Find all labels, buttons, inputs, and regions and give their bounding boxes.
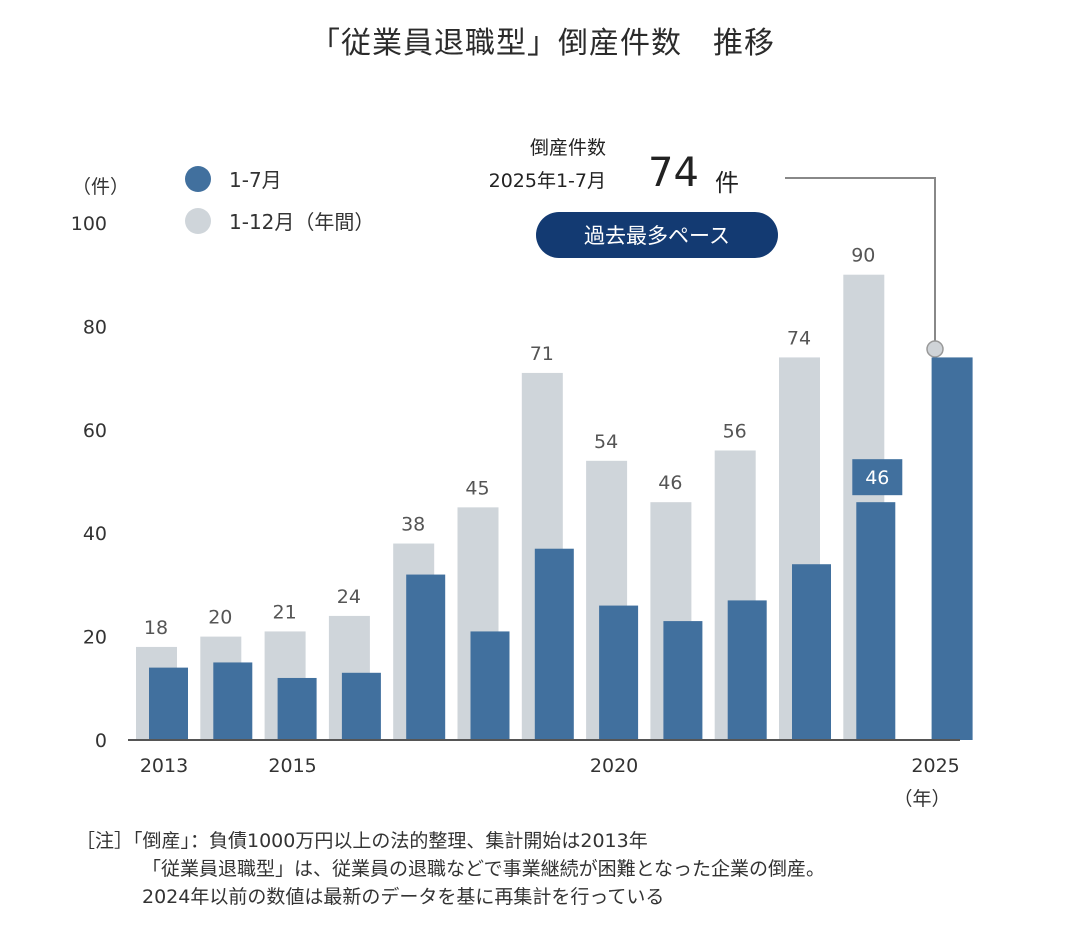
bar-annual-2024 bbox=[843, 274, 885, 740]
note-line-1: ［注］「倒産」：負債1000万円以上の法的整理、集計開始は2013年 bbox=[76, 830, 648, 852]
data-label-annual: 20 bbox=[208, 607, 232, 629]
data-label-annual: 56 bbox=[723, 420, 747, 442]
bar-annual-2019 bbox=[521, 372, 563, 740]
bar-annual-2013 bbox=[136, 646, 177, 740]
x-tick-label: 2015 bbox=[268, 755, 316, 777]
data-label-annual: 90 bbox=[851, 245, 875, 267]
data-label-annual: 46 bbox=[658, 472, 682, 494]
bar-jan-jul-2024 bbox=[856, 502, 896, 740]
bar-jan-jul-2023 bbox=[792, 564, 831, 740]
bar-annual-2014 bbox=[200, 636, 242, 740]
x-axis-unit: （年） bbox=[893, 788, 950, 810]
bar-jan-jul-2016 bbox=[341, 672, 381, 740]
bar-jan-jul-2022 bbox=[727, 600, 767, 740]
y-tick-label: 100 bbox=[71, 213, 107, 235]
bar-annual-2018 bbox=[457, 507, 499, 740]
callout-label-line2: 2025年1-7月 bbox=[488, 170, 606, 192]
bar-jan-jul-2021 bbox=[663, 621, 703, 740]
data-label-annual: 18 bbox=[144, 617, 168, 639]
data-label-annual: 74 bbox=[787, 327, 811, 349]
callout-unit: 件 bbox=[715, 169, 739, 197]
legend-item-annual: 1-12月（年間） bbox=[185, 206, 374, 235]
legend-label: 1-12月（年間） bbox=[229, 210, 375, 234]
x-tick-label: 2013 bbox=[140, 755, 188, 777]
data-label-annual: 54 bbox=[594, 431, 618, 453]
bar-jan-jul-2018 bbox=[470, 631, 510, 740]
bar-annual-2020 bbox=[586, 460, 628, 740]
bar-jan-jul-2020 bbox=[599, 605, 639, 740]
bar-annual-2016 bbox=[328, 615, 370, 740]
bar-jan-jul-2014 bbox=[213, 662, 253, 740]
legend-label: 1-7月 bbox=[229, 168, 282, 192]
highlight-label-box bbox=[852, 459, 903, 496]
bar-annual-2015 bbox=[264, 631, 306, 740]
y-tick-label: 40 bbox=[83, 523, 107, 545]
note-line-3: 2024年以前の数値は最新のデータを基に再集計を行っている bbox=[142, 886, 665, 908]
callout-value: 74 bbox=[648, 150, 699, 196]
record-pace-badge: 過去最多ペース bbox=[536, 212, 778, 258]
bar-jan-jul-2013 bbox=[149, 667, 188, 740]
data-label-annual: 21 bbox=[273, 601, 297, 623]
data-label-jan-jul: 46 bbox=[865, 467, 889, 489]
callout-label-line1: 倒産件数 bbox=[529, 137, 606, 159]
x-tick-label: 2020 bbox=[590, 755, 638, 777]
bar-jan-jul-2017 bbox=[406, 574, 446, 740]
legend-dot-icon bbox=[185, 165, 211, 192]
bar-jan-jul-2025 bbox=[931, 357, 973, 740]
y-tick-label: 80 bbox=[83, 316, 107, 338]
legend-item-jan-jul: 1-7月 bbox=[185, 164, 282, 193]
note-line-2: 「従業員退職型」は、従業員の退職などで事業継続が困難となった企業の倒産。 bbox=[142, 858, 826, 880]
y-axis-unit: （件） bbox=[72, 176, 130, 198]
y-tick-label: 0 bbox=[95, 730, 107, 752]
bar-annual-2017 bbox=[393, 543, 435, 740]
data-label-annual: 24 bbox=[337, 586, 361, 608]
chart-title: 「従業員退職型」倒産件数 推移 bbox=[310, 26, 775, 61]
data-label-annual: 71 bbox=[530, 343, 554, 365]
bar-jan-jul-2019 bbox=[534, 548, 574, 740]
bar-annual-2022 bbox=[714, 450, 756, 740]
y-tick-label: 60 bbox=[83, 420, 107, 442]
x-tick-label: 2025 bbox=[911, 755, 959, 777]
data-label-annual: 38 bbox=[401, 514, 425, 536]
callout-marker-icon bbox=[926, 340, 944, 358]
bar-annual-2023 bbox=[779, 357, 820, 740]
bar-annual-2021 bbox=[650, 502, 692, 740]
y-tick-label: 20 bbox=[83, 627, 107, 649]
callout-connector-line bbox=[785, 177, 936, 342]
data-label-annual: 45 bbox=[465, 477, 489, 499]
bar-jan-jul-2015 bbox=[277, 677, 317, 740]
legend-dot-icon bbox=[185, 207, 211, 234]
